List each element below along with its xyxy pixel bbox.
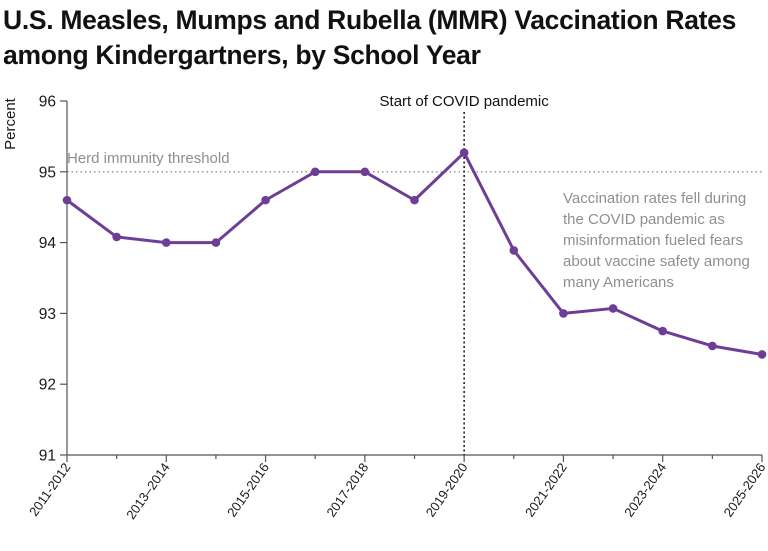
herd-immunity-threshold: Herd immunity threshold [67, 150, 762, 173]
data-point [310, 167, 320, 177]
y-tick-label: 91 [39, 448, 56, 465]
annotation-line: Vaccination rates fell during [563, 190, 746, 207]
threshold-label: Herd immunity threshold [67, 150, 230, 167]
covid-start-marker: Start of COVID pandemic [380, 93, 550, 455]
data-point [608, 304, 618, 313]
x-tick-label: 2021-2022 [522, 460, 570, 520]
annotation-line: many Americans [563, 274, 674, 291]
x-tick-label: 2019-2020 [423, 460, 471, 520]
data-point [161, 238, 171, 247]
data-point [211, 238, 221, 247]
annotation-line: the COVID pandemic as [563, 211, 725, 228]
annotation-line: about vaccine safety among [563, 253, 750, 270]
chart-title-line-2: among Kindergartners, by School Year [3, 40, 481, 70]
x-tick-label: 2017-2018 [323, 460, 371, 520]
data-point [62, 195, 72, 205]
data-point [509, 246, 519, 255]
data-point [757, 350, 767, 359]
x-tick-label: 2013–2014 [123, 460, 173, 522]
y-tick-label: 93 [39, 306, 56, 323]
y-tick-label: 95 [39, 164, 56, 181]
data-point [459, 148, 469, 157]
annotation-line: misinformation fueled fears [563, 232, 743, 249]
x-tick-label: 2023-2024 [621, 460, 669, 520]
y-tick-label: 92 [39, 377, 56, 394]
data-point [261, 195, 270, 205]
covid-start-label: Start of COVID pandemic [380, 93, 550, 110]
y-tick-label: 96 [39, 94, 56, 111]
data-point [708, 341, 717, 351]
x-tick-label: 2015-2016 [224, 460, 272, 520]
data-point [410, 195, 419, 205]
chart-title: U.S. Measles, Mumps and Rubella (MMR) Va… [3, 3, 763, 73]
y-axis-label: Percent [2, 97, 19, 150]
data-point [559, 309, 568, 318]
vaccination-rate-series [62, 148, 767, 359]
y-tick-label: 94 [39, 235, 57, 252]
chart-annotation: Vaccination rates fell during the COVID p… [563, 190, 750, 291]
data-point [360, 167, 370, 177]
x-tick-label: 2025-2026 [721, 460, 768, 520]
x-tick-label: 2011-2012 [26, 460, 73, 519]
data-point [658, 326, 668, 336]
data-point [112, 232, 121, 242]
chart-title-line-1: U.S. Measles, Mumps and Rubella (MMR) Va… [3, 5, 737, 35]
